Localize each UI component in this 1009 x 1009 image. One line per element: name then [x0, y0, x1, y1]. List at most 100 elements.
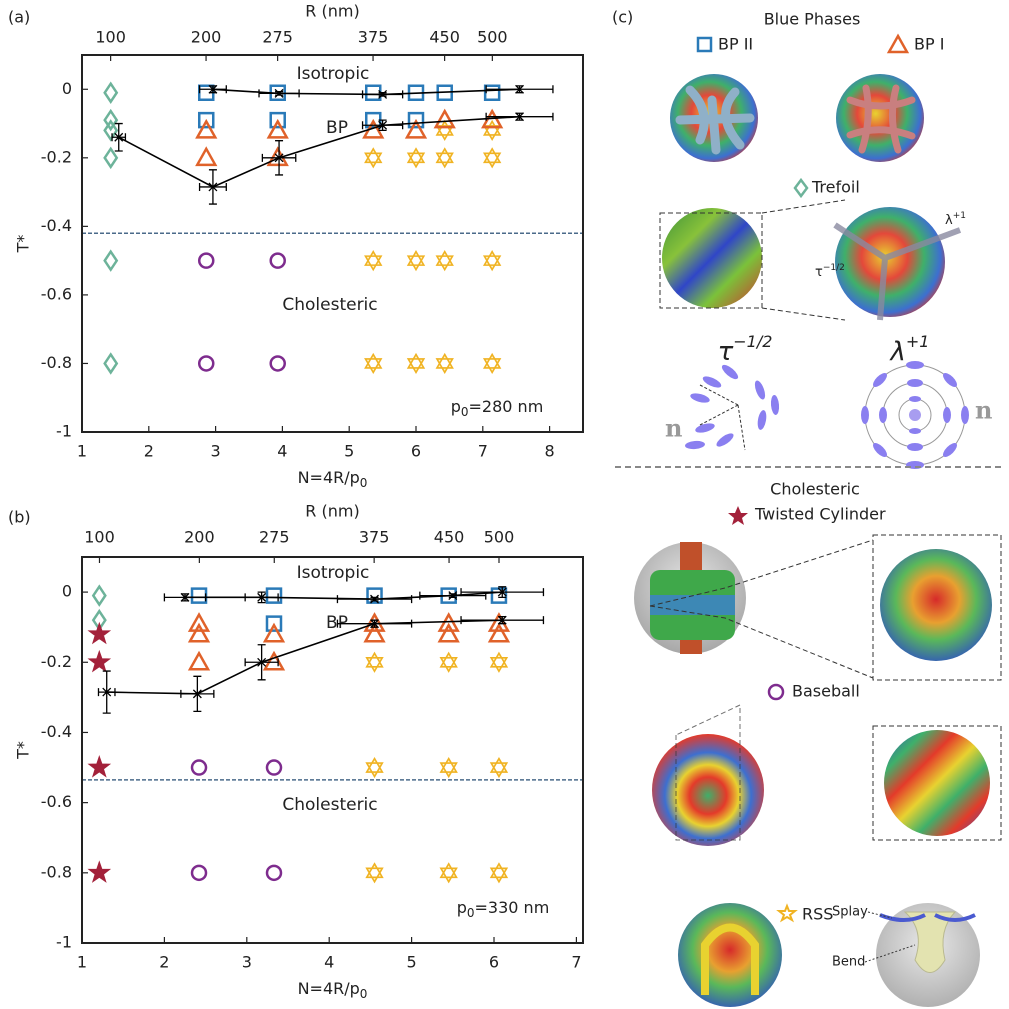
- x2-axis-label: R (nm): [305, 2, 359, 21]
- y-tick-label: -0.6: [41, 284, 72, 303]
- lambda-schematic: [861, 361, 969, 469]
- zoom-line: [762, 308, 845, 320]
- x-tick-label: 7: [478, 442, 488, 461]
- error-bar: [164, 593, 205, 601]
- x2-tick-label: 200: [191, 28, 222, 47]
- chart: (b)R (nm)T*N=4R/p01234567100200275375450…: [8, 502, 583, 1001]
- marker: [367, 653, 383, 671]
- section-title: Blue Phases: [764, 10, 861, 29]
- zoom-line: [762, 200, 845, 213]
- marker: [365, 252, 381, 270]
- y-tick-label: -0.6: [41, 792, 72, 811]
- marker: [365, 354, 381, 372]
- x2-tick-label: 500: [477, 28, 508, 47]
- x-tick-label: 1: [77, 442, 87, 461]
- marker: [366, 86, 380, 100]
- marker: [408, 354, 424, 372]
- marker: [267, 866, 281, 880]
- x-tick-label: 6: [411, 442, 421, 461]
- marker: [367, 759, 383, 777]
- x2-tick-label: 450: [429, 28, 460, 47]
- marker: [267, 761, 281, 775]
- marker: [484, 121, 500, 139]
- y-tick-label: -0.8: [41, 862, 72, 881]
- marker: [484, 149, 500, 167]
- pitch-label: p0=280 nm: [451, 397, 544, 419]
- marker: [484, 252, 500, 270]
- marker: [408, 252, 424, 270]
- trefoil-sphere: [662, 208, 762, 308]
- marker: [199, 254, 213, 268]
- y-tick-label: -0.8: [41, 353, 72, 372]
- error-bar: [363, 90, 403, 98]
- marker: [90, 624, 109, 642]
- defect-label-base: τ: [718, 337, 734, 367]
- x2-tick-label: 100: [84, 528, 115, 547]
- x-tick-label: 4: [324, 953, 334, 972]
- marker: [192, 761, 206, 775]
- cylinder-section: [880, 549, 992, 661]
- defect-label-sup: +1: [906, 332, 930, 351]
- legend-icon: [889, 36, 907, 52]
- tau-schematic: [685, 363, 780, 450]
- x-axis-label-text: N=4R/p: [298, 468, 360, 487]
- marker: [491, 653, 507, 671]
- legend-label: Trefoil: [811, 178, 860, 197]
- inset-label-base: τ: [815, 265, 823, 280]
- defect-label: τ−1/2: [718, 332, 773, 367]
- figure: (c) Blue Phases BP II BP I Trefoil λ+1 τ…: [0, 0, 1009, 1009]
- x-axis-label: N=4R/p0: [298, 468, 368, 490]
- x2-tick-label: 375: [359, 528, 390, 547]
- marker: [367, 864, 383, 882]
- callout-label: Splay: [832, 905, 868, 920]
- pitch-label-text: p: [457, 898, 467, 917]
- marker: [192, 866, 206, 880]
- marker: [437, 149, 453, 167]
- error-bar: [337, 620, 411, 628]
- marker: [491, 759, 507, 777]
- director-label: n: [975, 396, 992, 425]
- marker: [197, 149, 215, 165]
- legend-label: Baseball: [792, 682, 860, 701]
- panel-label: (b): [8, 508, 31, 527]
- y-tick-label: -1: [56, 933, 72, 952]
- x-tick-label: 1: [77, 953, 87, 972]
- inset-label-sup: +1: [953, 211, 966, 221]
- x-axis-label-text: N=4R/p: [298, 979, 360, 998]
- marker: [90, 758, 109, 776]
- region-label: BP: [326, 118, 348, 138]
- x-tick-label: 2: [159, 953, 169, 972]
- pitch-label-text: p: [451, 397, 461, 416]
- y-tick-label: -0.2: [41, 147, 72, 166]
- marker: [199, 356, 213, 370]
- region-label: Isotropic: [297, 64, 370, 84]
- region-label: Cholesteric: [282, 795, 377, 815]
- x-tick-label: 4: [277, 442, 287, 461]
- pitch-label-tail: =330 nm: [475, 898, 550, 917]
- chart: (a)R (nm)T*N=4R/p01234567810020027537545…: [8, 2, 583, 490]
- legend-icon: [795, 180, 807, 196]
- marker: [105, 354, 117, 372]
- legend-icon: [698, 38, 711, 51]
- marker: [190, 653, 208, 669]
- marker: [192, 589, 206, 603]
- x-axis-label: N=4R/p0: [298, 979, 368, 1001]
- x2-tick-label: 375: [358, 28, 389, 47]
- error-bar: [420, 592, 486, 600]
- marker: [408, 149, 424, 167]
- marker: [271, 254, 285, 268]
- pitch-label-sub: 0: [467, 906, 475, 920]
- y-tick-label: -0.4: [41, 722, 72, 741]
- section-title: Cholesteric: [770, 480, 860, 499]
- x-tick-label: 3: [242, 953, 252, 972]
- error-bar: [181, 676, 214, 711]
- panel-label: (c): [612, 8, 633, 27]
- marker: [485, 86, 499, 100]
- marker: [437, 121, 453, 139]
- x-axis-label-sub: 0: [360, 987, 368, 1001]
- transition-line: [119, 117, 520, 187]
- marker: [441, 864, 457, 882]
- x2-tick-label: 200: [184, 528, 215, 547]
- marker: [437, 252, 453, 270]
- cylinder-band: [650, 595, 735, 615]
